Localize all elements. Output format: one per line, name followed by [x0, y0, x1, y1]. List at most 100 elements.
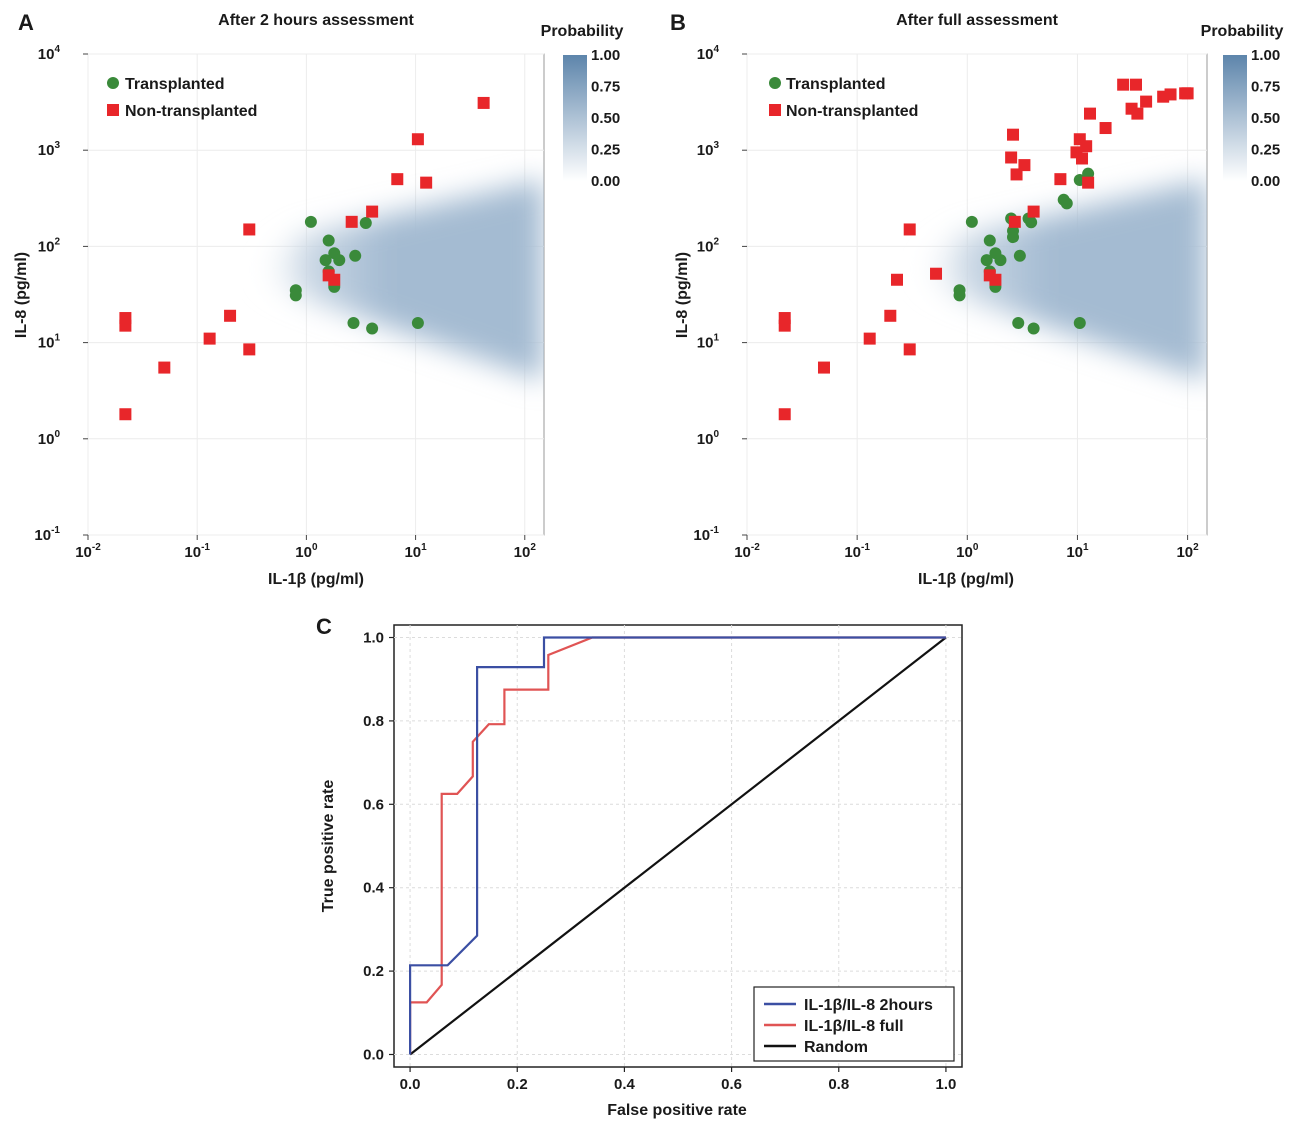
colorbar-title: Probability [541, 23, 624, 40]
point-transplanted [1007, 231, 1020, 244]
colorbar-tick-label: 0.50 [591, 110, 620, 127]
roc-line-il-1-il-8-2hours [409, 636, 946, 1055]
point-non-transplanted [328, 273, 341, 286]
colorbar: Probability 1.00 0.75 0.50 0.25 0.00 [1201, 23, 1284, 190]
point-transplanted [366, 322, 379, 335]
x-tick-label: 0.8 [828, 1076, 849, 1093]
point-non-transplanted [391, 173, 404, 186]
y-tick-label: 1.0 [363, 630, 384, 647]
point-non-transplanted [1076, 152, 1089, 165]
legend-label: Random [804, 1039, 868, 1056]
y-tick-label: 10-1 [693, 525, 719, 544]
x-tick-label: 100 [295, 542, 318, 561]
point-non-transplanted [224, 309, 237, 322]
point-transplanted [349, 249, 362, 262]
legend-label: IL-1β/IL-8 full [804, 1018, 904, 1035]
y-tick-label: 103 [38, 140, 61, 159]
legend-marker-non-transplanted [769, 104, 781, 116]
point-non-transplanted [890, 273, 903, 286]
point-non-transplanted [930, 267, 943, 280]
x-axis-label: IL-1β (pg/ml) [918, 571, 1014, 588]
legend-label: Transplanted [786, 76, 886, 93]
chart-title: After 2 hours assessment [218, 12, 414, 29]
point-non-transplanted [778, 319, 791, 332]
point-non-transplanted [1007, 128, 1020, 141]
point-non-transplanted [119, 319, 132, 332]
x-tick-label: 10-2 [734, 542, 760, 561]
colorbar-gradient [563, 55, 587, 181]
colorbar-tick-label: 0.25 [1251, 142, 1280, 159]
point-transplanted [980, 254, 993, 267]
colorbar-tick-label: 1.00 [591, 47, 620, 64]
colorbar-tick-label: 0.00 [591, 173, 620, 190]
panel-c: C 0.0 0.2 0.4 0.6 0.8 1.0 0.00.20.40.60.81.0 … [316, 614, 963, 1119]
legend-label: Non-transplanted [786, 103, 918, 120]
y-tick-label: 0.0 [363, 1046, 384, 1063]
y-tick-label: 101 [697, 333, 720, 352]
point-non-transplanted [1131, 107, 1144, 120]
point-non-transplanted [411, 133, 424, 146]
point-transplanted [411, 316, 424, 329]
point-non-transplanted [1117, 78, 1130, 91]
point-non-transplanted [989, 273, 1002, 286]
x-axis-ticks: 10-2 10-1 100 101 102 [734, 535, 1199, 561]
point-transplanted [1013, 249, 1026, 262]
colorbar-tick-label: 0.75 [591, 79, 620, 96]
y-tick-label: 104 [697, 44, 720, 63]
y-tick-label: 101 [38, 333, 61, 352]
point-non-transplanted [1082, 176, 1095, 189]
point-non-transplanted [903, 343, 916, 356]
point-non-transplanted [1164, 88, 1177, 101]
point-non-transplanted [1140, 95, 1153, 108]
y-tick-label: 104 [38, 44, 61, 63]
point-non-transplanted [366, 205, 379, 218]
x-tick-label: 10-1 [844, 542, 870, 561]
x-tick-label: 0.6 [721, 1076, 742, 1093]
colorbar-tick-label: 0.75 [1251, 79, 1280, 96]
y-axis-label: True positive rate [320, 780, 337, 913]
point-non-transplanted [420, 176, 433, 189]
y-tick-label: 100 [697, 429, 720, 448]
y-tick-label: 0.4 [363, 880, 385, 897]
point-transplanted [965, 215, 978, 228]
point-non-transplanted [1005, 151, 1018, 164]
point-non-transplanted [884, 309, 897, 322]
point-non-transplanted [243, 223, 256, 236]
legend: IL-1β/IL-8 2hours IL-1β/IL-8 full Random [753, 986, 955, 1062]
point-non-transplanted [1027, 205, 1040, 218]
legend-label: Non-transplanted [125, 103, 257, 120]
point-transplanted [1012, 316, 1025, 329]
y-axis-ticks: 10-1 100 101 102 103 104 [693, 44, 747, 544]
x-tick-label: 100 [956, 542, 979, 561]
roc-line-random [409, 636, 947, 1056]
panel-label: B [670, 10, 686, 35]
x-tick-label: 10-2 [75, 542, 101, 561]
point-transplanted [1025, 216, 1038, 229]
x-tick-label: 0.4 [614, 1076, 636, 1093]
point-non-transplanted [1129, 78, 1142, 91]
colorbar-tick-label: 0.50 [1251, 110, 1280, 127]
point-transplanted [319, 254, 332, 267]
point-transplanted [953, 289, 966, 302]
probability-heatmap [917, 179, 1207, 381]
y-tick-label: 102 [38, 236, 61, 255]
point-non-transplanted [477, 96, 490, 109]
panel-b: B After full assessment 10-2 10-1 100 101 10… [670, 10, 1283, 588]
y-axis-label: IL-8 (pg/ml) [13, 252, 30, 338]
point-non-transplanted [1008, 215, 1021, 228]
x-tick-label: 1.0 [935, 1076, 956, 1093]
scatter-points [778, 78, 1194, 421]
legend-marker-transplanted [769, 77, 781, 89]
panel-label: C [316, 614, 332, 639]
point-transplanted [289, 289, 302, 302]
legend-label: Transplanted [125, 76, 225, 93]
legend-marker-transplanted [107, 77, 119, 89]
y-tick-label: 102 [697, 236, 720, 255]
y-tick-label: 103 [697, 140, 720, 159]
legend: Transplanted Non-transplanted [107, 76, 257, 120]
point-non-transplanted [1018, 159, 1031, 172]
point-non-transplanted [903, 223, 916, 236]
point-transplanted [994, 254, 1007, 267]
x-axis-label: False positive rate [607, 1102, 747, 1119]
y-tick-label: 0.2 [363, 963, 384, 980]
